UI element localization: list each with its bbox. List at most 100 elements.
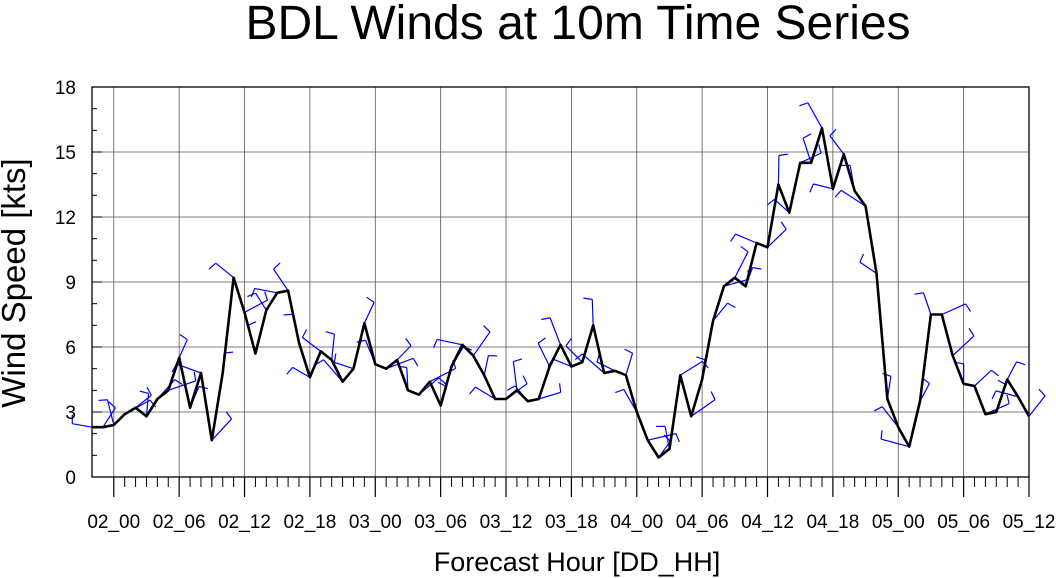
wind-barb-flag: [880, 430, 883, 440]
wind-barb: [813, 183, 834, 190]
wind-barb-flag: [752, 266, 762, 270]
wind-barb: [254, 287, 278, 294]
wind-barb: [723, 278, 750, 287]
wind-barb-flag: [696, 356, 706, 361]
wind-barb-flag: [433, 339, 438, 349]
wind-barb: [292, 366, 311, 378]
wind-barb-flag: [250, 288, 256, 298]
wind-barb: [537, 342, 551, 367]
wind-barb: [625, 352, 634, 376]
y-tick-label: 18: [55, 78, 76, 99]
wind-barb-flag: [990, 369, 999, 377]
wind-barb: [664, 426, 671, 449]
x-tick-label: 03_06: [414, 512, 467, 533]
wind-barb-flag: [301, 329, 308, 338]
x-axis-title: Forecast Hour [DD_HH]: [434, 547, 721, 577]
wind-barb-flag: [108, 401, 116, 409]
wind-barb-flag: [139, 390, 149, 395]
wind-barb: [178, 339, 188, 359]
wind-barb-flag: [780, 221, 787, 230]
wind-barb: [734, 251, 749, 278]
y-tick-label: 15: [55, 143, 76, 164]
y-axis-title: Wind Speed [kts]: [0, 158, 32, 407]
wind-barb: [596, 361, 616, 372]
wind-barb-flag: [809, 183, 815, 193]
wind-barb: [799, 152, 822, 164]
wind-barb-flag: [483, 325, 491, 333]
wind-barb-flag: [225, 411, 233, 420]
wind-barb: [1028, 395, 1046, 417]
wind-barb-flag: [283, 313, 293, 316]
wind-barb: [549, 317, 562, 346]
wind-barb: [475, 386, 496, 400]
wind-barb: [952, 335, 975, 357]
wind-barb: [712, 302, 728, 322]
wind-barb-flag: [1006, 394, 1010, 404]
wind-barb: [483, 355, 489, 376]
x-tick-label: 04_18: [806, 512, 859, 533]
wind-barb: [922, 292, 932, 315]
wind-barb-flag: [193, 371, 197, 381]
wind-barb-flag: [146, 387, 152, 396]
y-tick-label: 12: [55, 208, 76, 229]
wind-barb: [472, 331, 491, 357]
wind-barb-flag: [730, 233, 736, 242]
wind-barb-flag: [874, 406, 883, 412]
wind-barb: [941, 303, 966, 316]
wind-barb-flag: [208, 262, 217, 270]
series-line: [92, 126, 1031, 459]
wind-barb: [767, 228, 787, 248]
wind-barb-flag: [286, 366, 294, 375]
wind-barb-flag: [174, 379, 183, 385]
wind-barb: [807, 102, 823, 129]
wind-barb-flag: [469, 386, 476, 395]
wind-barb: [859, 261, 877, 274]
wind-barb: [552, 358, 572, 368]
wind-barb: [735, 233, 757, 244]
wind-barb-flag: [98, 399, 108, 402]
plot-axes: [91, 86, 1030, 497]
wind-barb: [680, 360, 703, 376]
wind-barb-flag: [574, 353, 583, 361]
wind-barb: [135, 394, 152, 409]
wind-barb-flag: [624, 348, 633, 354]
wind-barb: [168, 380, 196, 391]
wind-barb-flag: [583, 297, 593, 300]
wind-barb: [829, 135, 845, 155]
y-tick-label: 3: [65, 403, 76, 424]
y-tick-labels: 0 3 6 9 12 15 18: [55, 78, 76, 489]
wind-barb-flag: [264, 291, 269, 301]
wind-barb: [106, 399, 115, 426]
x-tick-label: 05_12: [1003, 512, 1056, 533]
x-tick-labels: 02_00 02_06 02_12 02_18 03_00 03_06 03_12 03_18…: [87, 512, 1055, 533]
wind-barb-flag: [522, 375, 528, 384]
wind-barb-flag: [333, 353, 337, 363]
wind-barb: [363, 302, 375, 324]
wind-barb-flag: [325, 331, 335, 335]
wind-barb-flag: [802, 133, 812, 139]
wind-barb-flag: [438, 377, 447, 385]
wind-barb-flag: [991, 390, 997, 400]
wind-barb: [211, 418, 233, 441]
wind-barb: [840, 189, 866, 207]
wind-barb-flag: [273, 262, 281, 270]
wind-barb: [215, 262, 235, 279]
wind-barb-flag: [541, 317, 551, 321]
wind-barb: [145, 393, 150, 417]
wind-barb: [777, 155, 780, 185]
wind-barb-flag: [778, 153, 788, 157]
wind-barb: [102, 407, 116, 428]
wind-barb-flag: [412, 357, 419, 367]
wind-barb-flag: [727, 302, 736, 309]
wind-barb-flag: [615, 388, 624, 394]
wind-barb-flag: [818, 144, 822, 154]
wind-barb: [995, 390, 1019, 398]
wind-barb: [690, 399, 716, 417]
wind-barb-flag: [506, 385, 516, 391]
wind-barb-flag: [968, 328, 975, 337]
wind-barb-flag: [829, 128, 837, 137]
wind-barb: [591, 299, 594, 326]
wind-barb-flag: [1038, 388, 1046, 397]
wind-barb-flag: [859, 253, 865, 263]
